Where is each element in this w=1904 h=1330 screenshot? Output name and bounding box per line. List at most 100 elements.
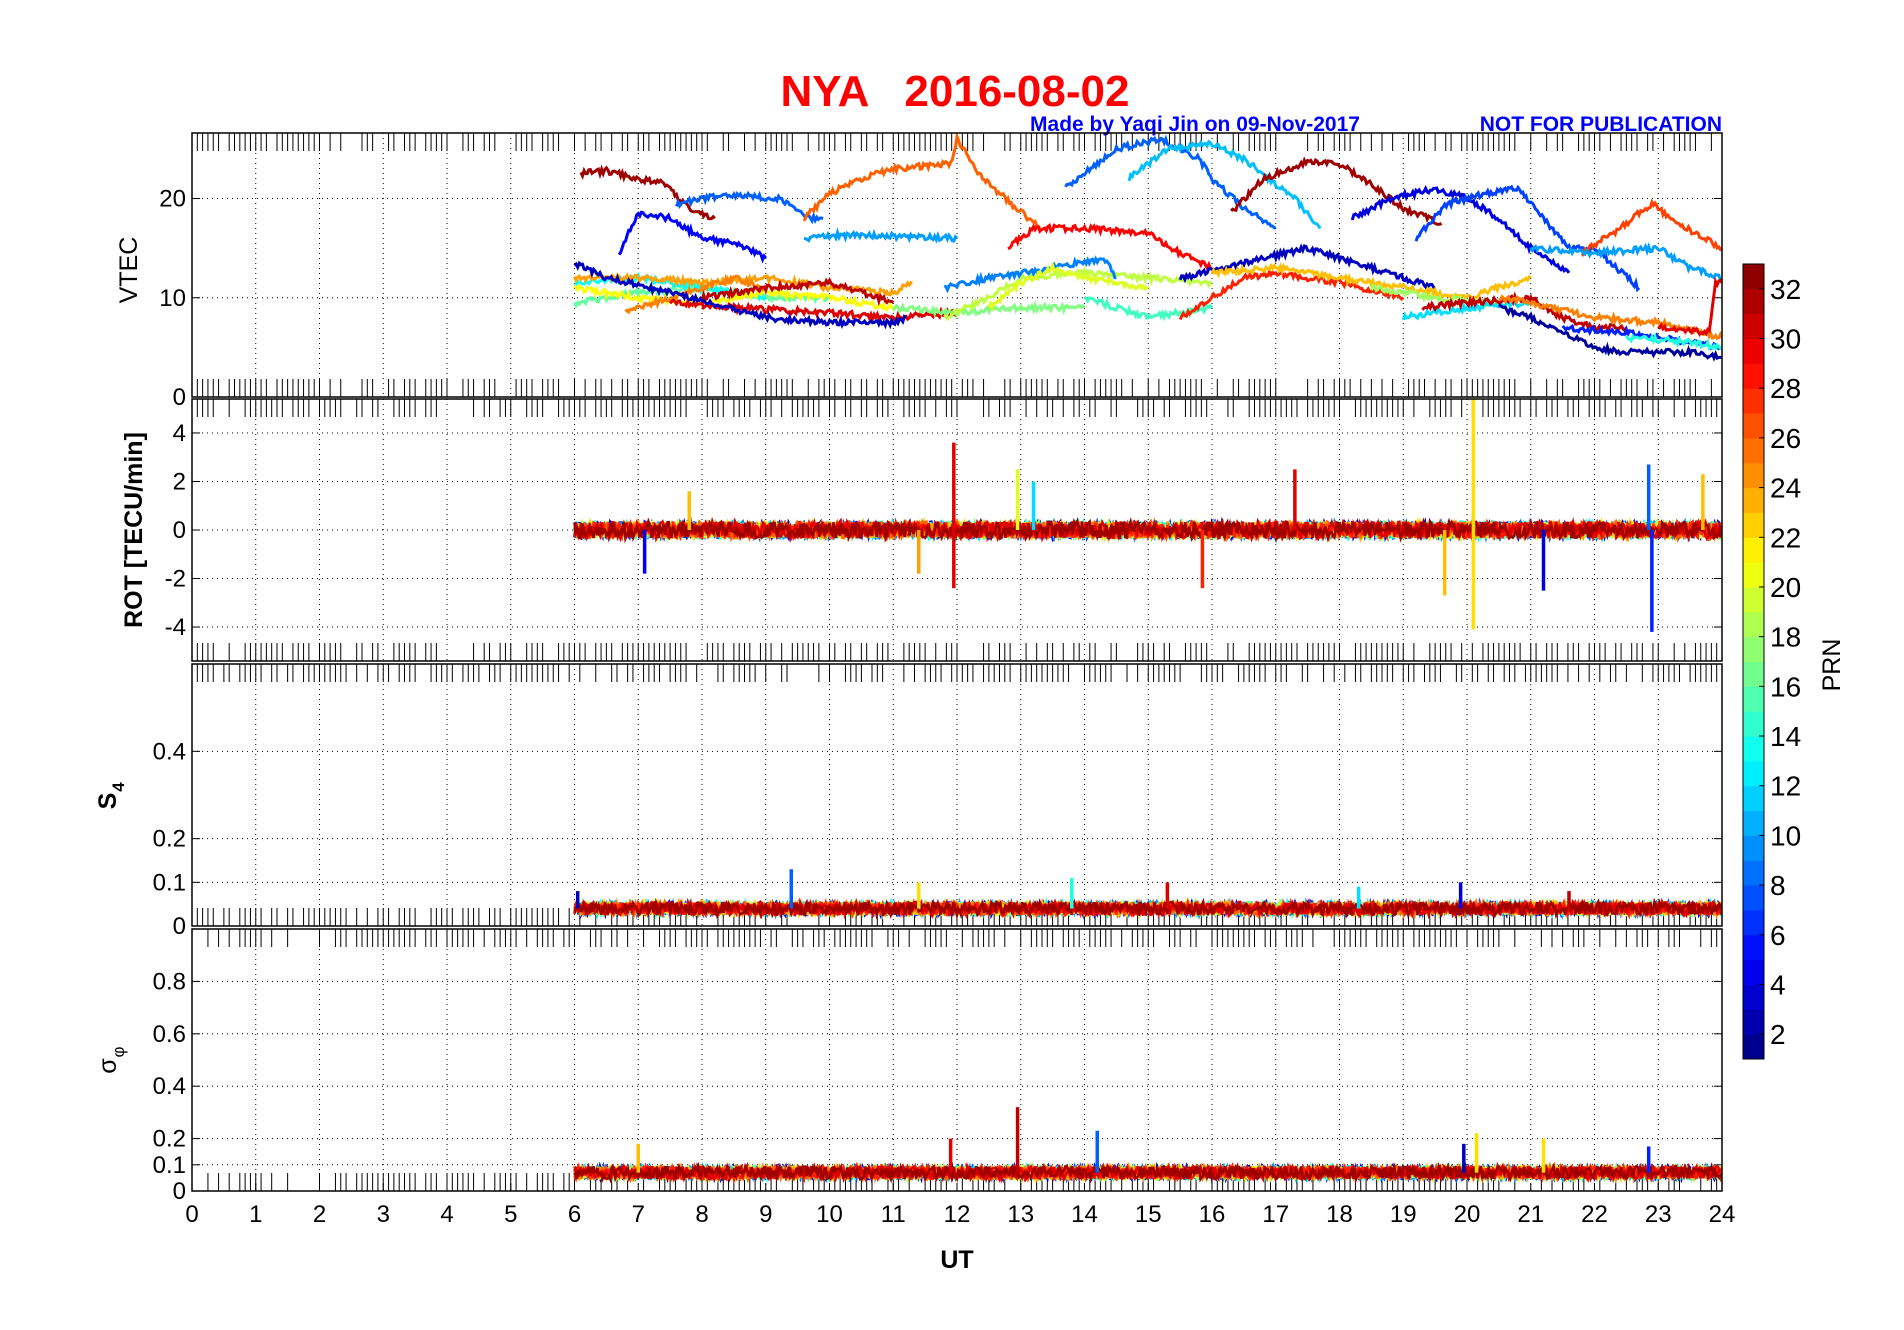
colorbar-swatch [1743,1009,1764,1035]
svg-text:σ: σ [94,1058,122,1074]
colorbar-swatch [1743,1034,1764,1060]
data-layer [573,869,1722,920]
axes-frame [191,663,1723,927]
colorbar-swatch [1743,736,1764,762]
colorbar-swatch [1743,537,1764,563]
colorbar-tick-label: 32 [1770,274,1801,305]
rot-series-prn-32 [573,516,1722,544]
data-layer [573,133,1722,362]
svg-text:φ: φ [109,1046,128,1057]
y-tick-label: 2 [173,468,186,495]
x-tick-label: 13 [1007,1201,1034,1228]
y-tick-label: 20 [159,186,186,213]
colorbar-tick-label: 14 [1770,721,1801,752]
x-tick-label: 8 [695,1201,708,1228]
x-tick-label: 3 [377,1201,390,1228]
vtec-track-prn-10 [1529,241,1722,283]
colorbar-tick-label: 10 [1770,820,1801,851]
vtec-track-prn-8 [1064,134,1277,230]
colorbar-swatch [1743,785,1764,812]
colorbar-swatch [1743,860,1764,886]
vtec-track-prn-3 [573,260,907,330]
colorbar-swatch [1743,835,1764,861]
x-tick-label: 0 [185,1201,198,1228]
colorbar-tick-label: 20 [1770,572,1801,603]
s4-series-prn-32 [573,897,1722,920]
colorbar-swatch [1743,264,1764,290]
colorbar-tick-label: 2 [1770,1019,1786,1050]
colorbar-tick-label: 22 [1770,522,1801,553]
colorbar-tick-label: 6 [1770,920,1786,951]
x-tick-label: 5 [504,1201,517,1228]
colorbar-swatch [1743,959,1764,985]
colorbar-swatch [1743,338,1764,364]
x-axis-label: UT [940,1246,973,1274]
x-tick-label: 15 [1135,1201,1162,1228]
colorbar-swatch [1743,512,1764,538]
rot-ylabel: ROT [TECU/min] [120,432,148,628]
vtec-track-prn-20 [987,260,1149,313]
vtec-track-prn-14 [1625,332,1722,352]
x-tick-label: 2 [313,1201,326,1228]
x-tick-label: 22 [1581,1201,1608,1228]
x-tick-label: 21 [1517,1201,1544,1228]
colorbar-swatch [1743,363,1764,389]
colorbar-swatch [1743,462,1764,489]
colorbar-swatch [1743,909,1764,936]
vtec-track-prn-32 [1230,156,1443,226]
s4-ylabel: S 4 [94,782,128,810]
y-tick-label: -4 [165,614,186,641]
y-tick-label: 0 [173,517,186,544]
vtec-track-prn-2 [1498,303,1722,362]
vtec-track-prn-29 [1007,222,1213,272]
vtec-track-prn-23 [1210,261,1532,301]
vtec-track-prn-12 [1401,297,1532,321]
vtec-track-prn-31 [700,276,895,307]
colorbar-swatch [1743,313,1764,340]
x-tick-label: 1 [249,1201,262,1228]
x-tick-label: 12 [944,1201,971,1228]
sigma_phi-series-prn-32 [573,1161,1722,1184]
vtec-track-prn-17 [892,299,1086,318]
vtec-track-prn-10 [803,227,958,244]
sigma-phi-ylabel: σ φ [94,1046,128,1073]
vtec-track-prn-21 [573,283,894,312]
data-layer [573,399,1722,632]
colorbar-label: PRN [1818,639,1846,692]
x-tick-label: 9 [759,1201,772,1228]
axes-frame [191,132,1723,398]
credit-text: Made by Yaqi Jin on 09-Nov-2017 [1030,113,1360,136]
colorbar-swatch [1743,388,1764,414]
vtec-track-prn-25 [624,273,767,315]
x-tick-label: 24 [1709,1201,1736,1228]
x-tick-label: 7 [632,1201,645,1228]
colorbar-swatch [1743,934,1764,961]
y-tick-label: 4 [173,420,186,447]
colorbar-tick-label: 16 [1770,671,1801,702]
y-tick-label: -2 [165,566,186,593]
svg-text:4: 4 [109,782,128,792]
x-tick-label: 20 [1454,1201,1481,1228]
x-tick-label: 19 [1390,1201,1417,1228]
y-tick-label: 10 [159,285,186,312]
x-tick-label: 16 [1199,1201,1226,1228]
y-tick-label: 0 [173,384,186,411]
vtec-track-prn-9 [943,255,1117,294]
panel-s4: 0 0.1 0.2 0.4 [153,663,1723,940]
colorbar-swatch [1743,413,1764,439]
colorbar-swatch [1743,487,1764,513]
vtec-ylabel: VTEC [115,237,143,304]
colorbar-swatch [1743,711,1764,737]
vtec-track-prn-19 [943,265,1213,322]
colorbar-tick-label: 24 [1770,473,1801,504]
panel-rot: -4 -2 0 2 4 [165,398,1723,662]
y-tick-label: 0 [173,913,186,940]
colorbar-swatch [1743,686,1764,712]
colorbar-swatch [1743,437,1764,464]
x-tick-label: 11 [881,1201,906,1228]
x-tick-label: 6 [568,1201,581,1228]
panel-vtec: 0 10 20 [159,132,1723,411]
colorbar-tick-label: 18 [1770,622,1801,653]
